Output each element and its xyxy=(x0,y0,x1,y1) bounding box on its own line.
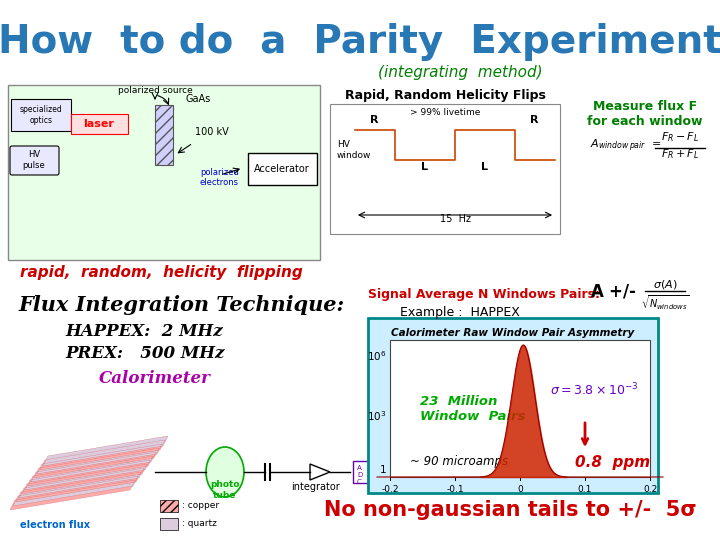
Polygon shape xyxy=(34,448,159,478)
Text: -0.2: -0.2 xyxy=(382,485,399,494)
Text: 0.1: 0.1 xyxy=(578,485,592,494)
Text: polarized
electrons: polarized electrons xyxy=(200,168,239,187)
Text: $10^3$: $10^3$ xyxy=(366,409,386,423)
Text: : quartz: : quartz xyxy=(182,519,217,529)
Text: $F_R + F_L$: $F_R + F_L$ xyxy=(661,147,699,161)
Text: 0.8  ppm: 0.8 ppm xyxy=(575,455,650,470)
Text: integrator: integrator xyxy=(291,482,339,492)
Bar xyxy=(155,105,173,165)
Polygon shape xyxy=(13,476,138,506)
Text: HV
window: HV window xyxy=(337,140,372,160)
Text: HV
pulse: HV pulse xyxy=(22,150,45,170)
Text: R: R xyxy=(530,115,539,125)
Text: HAPPEX:  2 MHz: HAPPEX: 2 MHz xyxy=(65,323,222,340)
Text: L: L xyxy=(420,162,428,172)
Text: $10^6$: $10^6$ xyxy=(366,349,386,363)
Text: $\sqrt{N_{windows}}$: $\sqrt{N_{windows}}$ xyxy=(641,294,689,312)
Bar xyxy=(368,318,658,493)
Text: polarized source: polarized source xyxy=(117,86,192,95)
Text: specialized
optics: specialized optics xyxy=(19,105,63,125)
FancyBboxPatch shape xyxy=(248,153,317,185)
Text: $\sigma = 3.8\times10^{-3}$: $\sigma = 3.8\times10^{-3}$ xyxy=(550,382,639,399)
Text: 23  Million
Window  Pairs: 23 Million Window Pairs xyxy=(420,395,526,423)
Bar xyxy=(330,104,560,234)
Polygon shape xyxy=(22,464,147,494)
Text: photo
tube: photo tube xyxy=(210,480,240,500)
Text: A
D
C: A D C xyxy=(357,465,362,485)
FancyBboxPatch shape xyxy=(71,114,128,134)
Text: Calorimeter Raw Window Pair Asymmetry: Calorimeter Raw Window Pair Asymmetry xyxy=(392,328,634,338)
Text: Calorimeter: Calorimeter xyxy=(99,370,211,387)
Polygon shape xyxy=(25,460,150,490)
Text: 0.2: 0.2 xyxy=(643,485,657,494)
Bar xyxy=(160,500,178,512)
Polygon shape xyxy=(40,440,165,470)
Text: laser: laser xyxy=(84,119,114,129)
FancyBboxPatch shape xyxy=(8,85,320,260)
Polygon shape xyxy=(310,464,330,480)
Text: L: L xyxy=(480,162,487,172)
Text: PREX:   500 MHz: PREX: 500 MHz xyxy=(65,345,225,362)
Bar xyxy=(160,518,178,530)
Text: $\sigma(A)$: $\sigma(A)$ xyxy=(653,278,678,291)
Text: $\mathbf{A}$ +/-: $\mathbf{A}$ +/- xyxy=(590,282,636,300)
Text: > 99% livetime: > 99% livetime xyxy=(410,108,480,117)
Polygon shape xyxy=(16,472,141,502)
Text: (integrating  method): (integrating method) xyxy=(378,64,542,79)
Polygon shape xyxy=(28,456,153,486)
Text: -0.1: -0.1 xyxy=(446,485,464,494)
Text: Flux Integration Technique:: Flux Integration Technique: xyxy=(18,295,344,315)
Text: $F_R - F_L$: $F_R - F_L$ xyxy=(661,130,699,144)
Text: Rapid, Random Helicity Flips: Rapid, Random Helicity Flips xyxy=(345,90,546,103)
Text: 15  Hz: 15 Hz xyxy=(439,214,470,224)
Text: Measure flux F
for each window: Measure flux F for each window xyxy=(588,100,703,128)
Text: Example :  HAPPEX: Example : HAPPEX xyxy=(400,306,520,319)
Text: ~ 90 microamps: ~ 90 microamps xyxy=(410,455,508,468)
Bar xyxy=(390,340,650,477)
Polygon shape xyxy=(19,468,144,498)
Text: 1: 1 xyxy=(379,465,386,475)
Ellipse shape xyxy=(206,447,244,497)
Text: R: R xyxy=(370,115,378,125)
Polygon shape xyxy=(37,444,162,474)
Text: 100 kV: 100 kV xyxy=(195,127,229,137)
Text: Accelerator: Accelerator xyxy=(254,164,310,174)
FancyBboxPatch shape xyxy=(10,146,59,175)
Text: Signal Average N Windows Pairs:: Signal Average N Windows Pairs: xyxy=(368,288,600,301)
Polygon shape xyxy=(43,436,168,466)
Polygon shape xyxy=(10,480,135,510)
Text: : copper: : copper xyxy=(182,502,219,510)
Text: GaAs: GaAs xyxy=(185,94,210,104)
FancyBboxPatch shape xyxy=(11,99,71,131)
Text: 0: 0 xyxy=(517,485,523,494)
Text: How  to do  a  Parity  Experiment: How to do a Parity Experiment xyxy=(0,23,720,61)
Text: electron flux: electron flux xyxy=(20,520,90,530)
Text: $A_{window\,pair}$  =: $A_{window\,pair}$ = xyxy=(590,137,662,154)
Polygon shape xyxy=(31,452,156,482)
Text: No non-gaussian tails to +/-  5σ: No non-gaussian tails to +/- 5σ xyxy=(324,500,696,520)
Text: rapid,  random,  helicity  flipping: rapid, random, helicity flipping xyxy=(20,265,302,280)
Bar xyxy=(353,461,381,483)
